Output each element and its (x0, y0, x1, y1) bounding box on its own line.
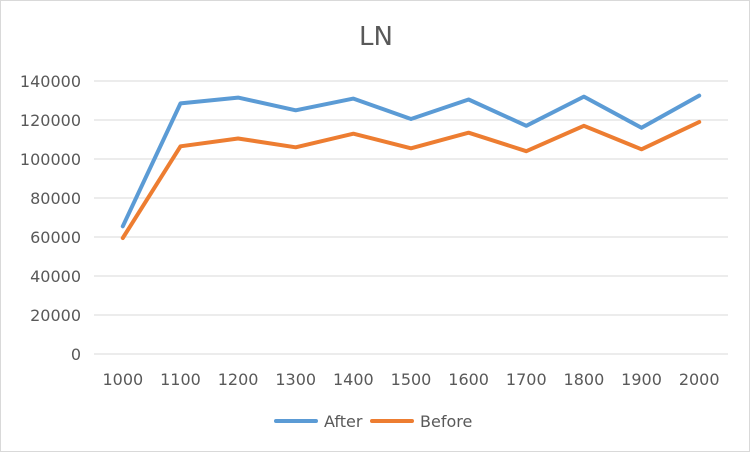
x-tick-label: 1000 (102, 370, 143, 389)
legend-label-after: After (324, 412, 363, 431)
x-tick-label: 1500 (391, 370, 432, 389)
y-tick-label: 40000 (30, 267, 81, 286)
x-tick-label: 2000 (679, 370, 720, 389)
y-tick-label: 20000 (30, 306, 81, 325)
x-tick-label: 1600 (448, 370, 489, 389)
series-line-before (123, 122, 699, 238)
x-tick-label: 1900 (621, 370, 662, 389)
x-axis-ticks: 1000 1100 1200 1300 1400 1500 1600 1700 1800 1900… (102, 370, 719, 389)
series-lines (123, 96, 700, 239)
y-tick-label: 120000 (20, 111, 81, 130)
series-line-after (123, 96, 699, 227)
y-axis-ticks: 0 20000 40000 60000 80000 100000 120000 140000 (20, 72, 81, 364)
x-tick-label: 1400 (333, 370, 374, 389)
x-tick-label: 1100 (160, 370, 201, 389)
x-tick-label: 1800 (564, 370, 605, 389)
legend-label-before: Before (420, 412, 472, 431)
x-tick-label: 1300 (275, 370, 316, 389)
y-tick-label: 80000 (30, 189, 81, 208)
x-tick-label: 1200 (218, 370, 259, 389)
legend: After Before (276, 412, 472, 431)
y-tick-label: 60000 (30, 228, 81, 247)
y-tick-label: 100000 (20, 150, 81, 169)
x-tick-label: 1700 (506, 370, 547, 389)
chart-title: LN (359, 22, 393, 52)
y-tick-label: 140000 (20, 72, 81, 91)
y-tick-label: 0 (71, 345, 81, 364)
